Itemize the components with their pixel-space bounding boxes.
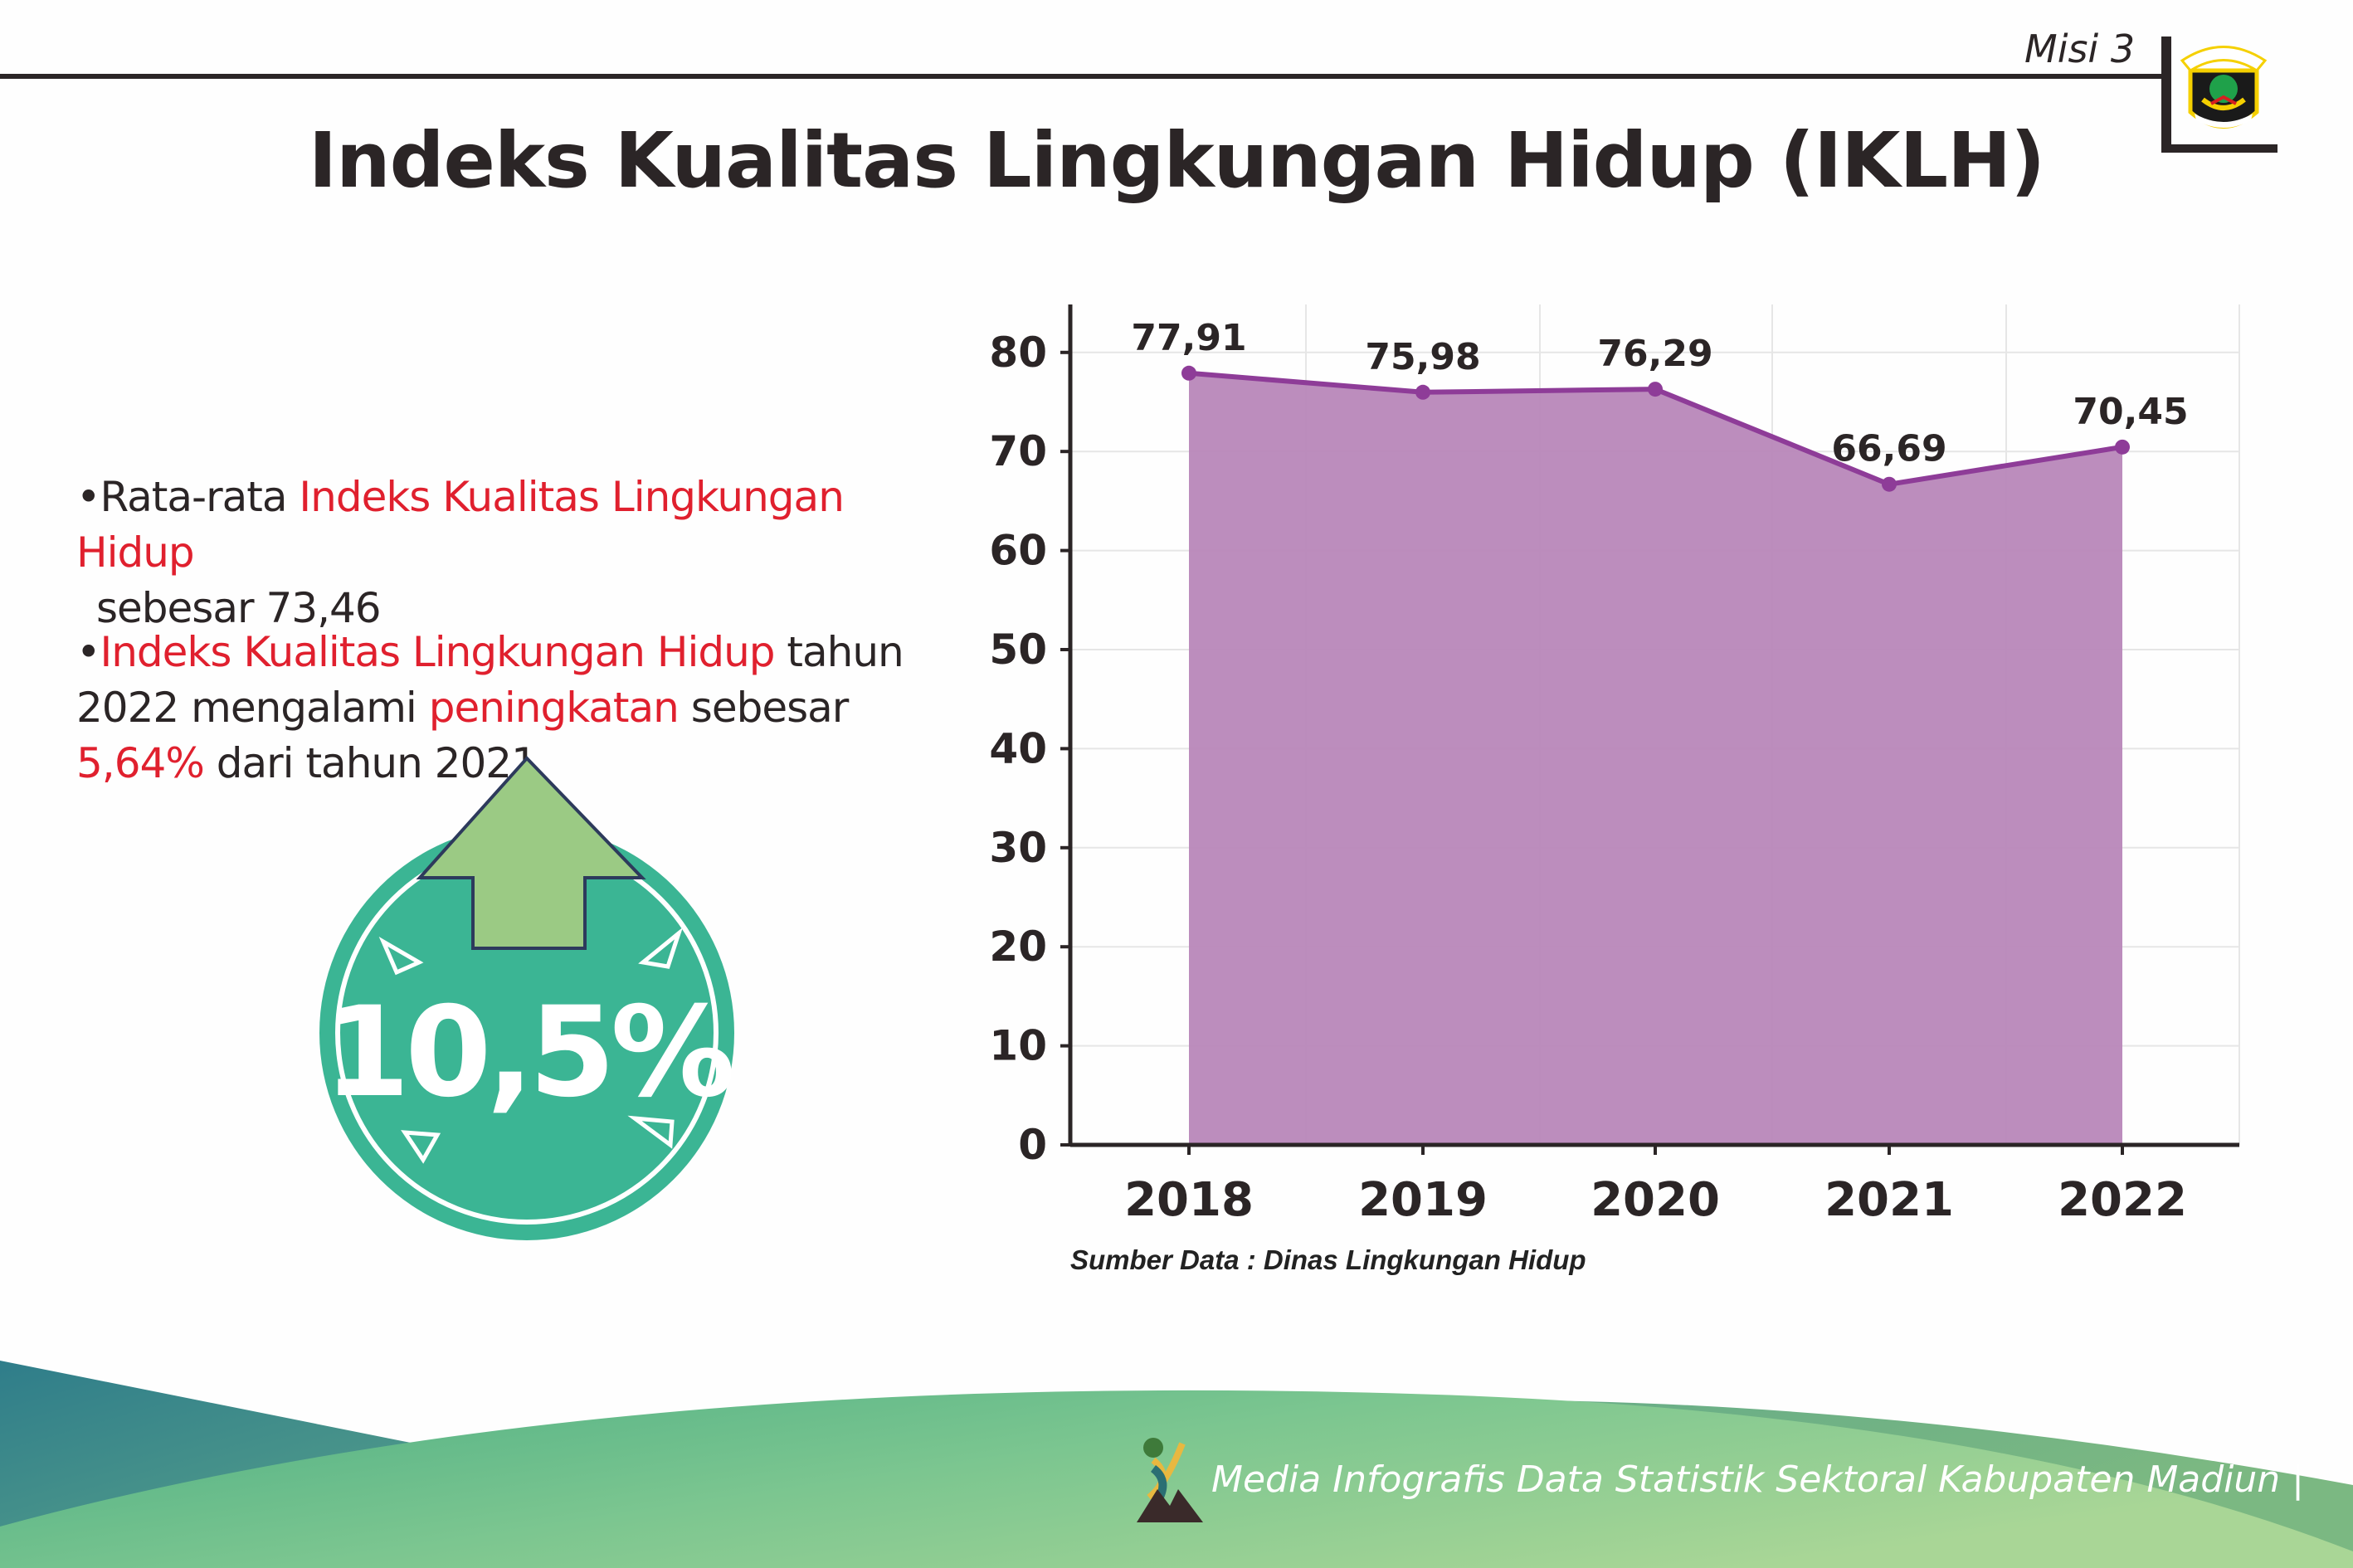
data-point [1882, 476, 1897, 492]
data-point [2115, 439, 2130, 455]
bullet-increase: •Indeks Kualitas Lingkungan Hidup tahun … [76, 628, 904, 787]
badge-value: 10,5% [324, 981, 732, 1125]
data-label: 66,69 [1831, 428, 1946, 470]
bullet-dot: • [76, 628, 100, 676]
x-tick-label: 2022 [2058, 1173, 2187, 1227]
x-tick-label: 2018 [1124, 1173, 1254, 1227]
y-tick-label: 50 [989, 626, 1047, 674]
data-point [1181, 365, 1196, 381]
growth-badge: 10,5% [319, 756, 737, 1240]
sparkle-icons [378, 927, 683, 1164]
header-bracket-vertical [2161, 37, 2171, 153]
data-point [1415, 384, 1430, 400]
x-tick-label: 2019 [1358, 1173, 1488, 1227]
y-tick-label: 80 [989, 329, 1047, 377]
up-arrow-icon [416, 756, 646, 950]
header-bracket-horizontal [2161, 144, 2277, 153]
kabupaten-madiun-logo [2180, 46, 2268, 129]
iklh-area-chart: 0 10 20 30 40 50 60 70 80 77,91 2018 75,98 2019 76,29… [989, 304, 2240, 1227]
y-tick-label: 70 [989, 427, 1047, 475]
header-rule [0, 74, 2161, 79]
y-tick-label: 60 [989, 527, 1047, 575]
data-label: 70,45 [2073, 391, 2188, 433]
bullet-average: •Rata-rata Indeks Kualitas Lingkungan Hi… [76, 473, 845, 632]
badge-circle [319, 825, 734, 1240]
mission-label: Misi 3 [2024, 27, 2136, 71]
x-tick-label: 2021 [1824, 1173, 1954, 1227]
y-tick-label: 40 [989, 724, 1047, 772]
y-tick-label: 10 [989, 1022, 1047, 1070]
y-tick-label: 20 [989, 923, 1047, 971]
bullet-dot: • [76, 473, 100, 521]
data-label: 75,98 [1365, 336, 1480, 378]
data-label: 76,29 [1597, 333, 1712, 375]
footer-caption: Media Infografis Data Statistik Sektoral… [1211, 1458, 2304, 1501]
footer-mascot-logo [1137, 1438, 1203, 1522]
y-tick-label: 0 [1018, 1121, 1047, 1169]
y-tick-label: 30 [989, 824, 1047, 872]
data-source: Sumber Data : Dinas Lingkungan Hidup [1070, 1244, 1586, 1275]
data-label: 77,91 [1131, 317, 1246, 359]
page-title: Indeks Kualitas Lingkungan Hidup (IKLH) [308, 116, 2045, 205]
x-tick-label: 2020 [1591, 1173, 1720, 1227]
data-point [1648, 382, 1663, 397]
area-fill [1189, 373, 2122, 1145]
